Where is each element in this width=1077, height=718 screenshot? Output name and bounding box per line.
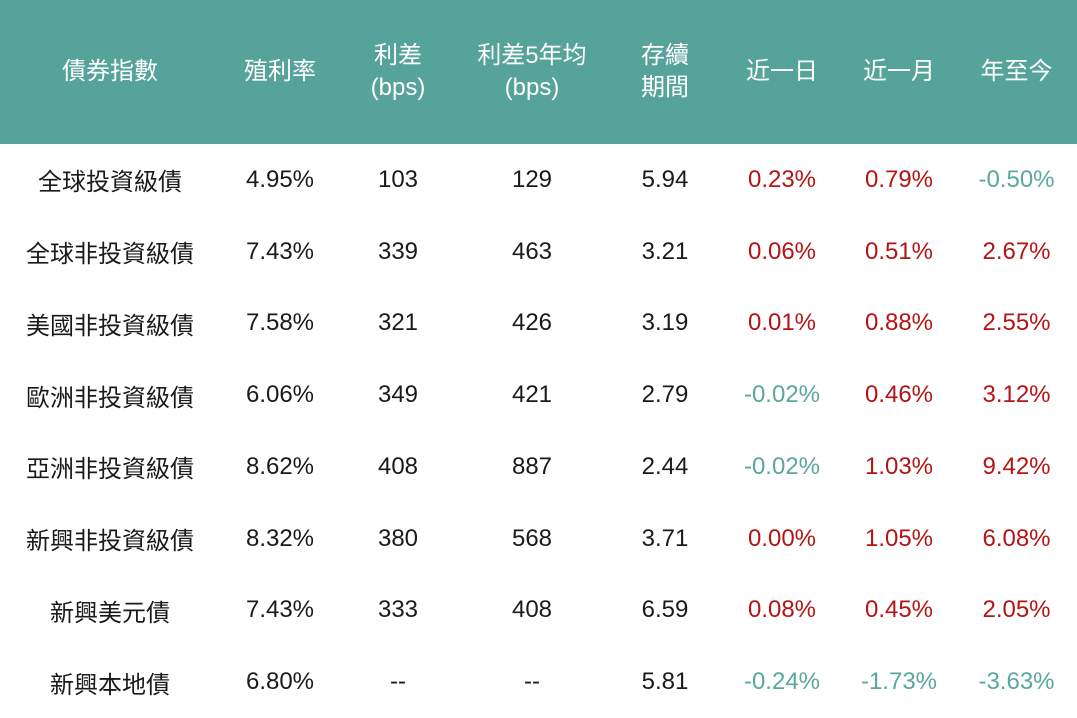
cell-spread-5y: 408 — [511, 596, 553, 624]
cell-1-month-change: 1.03% — [864, 452, 934, 480]
cell-1-month-change: 0.51% — [864, 237, 934, 265]
cell-1-month-change: 0.88% — [864, 309, 934, 337]
cell-duration: 2.79 — [641, 381, 689, 409]
cell-duration: 5.81 — [641, 668, 689, 696]
cell-spread: -- — [390, 668, 406, 696]
cell-ytd-change: 9.42% — [982, 452, 1051, 480]
cell-bond-index: 新興本地債 — [50, 671, 170, 699]
table-header: 債券指數 殖利率 利差 (bps) 利差5年均 (bps) 存續 期間 近一日 近一月… — [0, 0, 1077, 144]
cell-1-month-change: -1.73% — [860, 668, 938, 696]
table-body: 全球投資級債 4.95% 103 129 5.94 0.23% 0.79% -0… — [0, 144, 1077, 718]
cell-1-day-change: 0.08% — [747, 596, 817, 624]
cell-1-day-change: -0.02% — [743, 381, 821, 409]
cell-duration: 3.21 — [641, 237, 689, 265]
cell-yield: 4.95% — [245, 165, 315, 193]
table-row: 亞洲非投資級債 8.62% 408 887 2.44 -0.02% 1.03% … — [0, 431, 1077, 503]
cell-spread: 103 — [377, 165, 419, 193]
header-bond-index: 債券指數 — [0, 0, 220, 144]
table-row: 新興本地債 6.80% -- -- 5.81 -0.24% -1.73% -3.… — [0, 646, 1077, 718]
cell-1-day-change: 0.01% — [747, 309, 817, 337]
cell-ytd-change: 3.12% — [982, 381, 1051, 409]
cell-bond-index: 全球投資級債 — [38, 169, 182, 197]
cell-yield: 7.58% — [245, 309, 315, 337]
cell-duration: 6.59 — [641, 596, 689, 624]
header-ytd: 年至今 — [956, 0, 1077, 144]
cell-ytd-change: -3.63% — [978, 668, 1055, 696]
cell-spread: 333 — [377, 596, 419, 624]
table-row: 全球投資級債 4.95% 103 129 5.94 0.23% 0.79% -0… — [0, 144, 1077, 216]
table-row: 歐洲非投資級債 6.06% 349 421 2.79 -0.02% 0.46% … — [0, 359, 1077, 431]
cell-1-day-change: 0.23% — [747, 165, 817, 193]
cell-bond-index: 歐洲非投資級債 — [26, 384, 194, 412]
table-row: 美國非投資級債 7.58% 321 426 3.19 0.01% 0.88% 2… — [0, 288, 1077, 360]
cell-ytd-change: 2.05% — [982, 596, 1051, 624]
cell-ytd-change: 2.55% — [982, 309, 1051, 337]
cell-bond-index: 新興非投資級債 — [26, 528, 194, 556]
cell-1-day-change: 0.06% — [747, 237, 817, 265]
header-row: 債券指數 殖利率 利差 (bps) 利差5年均 (bps) 存續 期間 近一日 近一月… — [0, 0, 1077, 144]
cell-spread: 408 — [377, 452, 419, 480]
cell-1-month-change: 0.46% — [864, 381, 934, 409]
cell-spread: 349 — [377, 381, 419, 409]
cell-1-month-change: 0.79% — [864, 165, 934, 193]
header-1-month: 近一月 — [842, 0, 956, 144]
table-row: 新興非投資級債 8.32% 380 568 3.71 0.00% 1.05% 6… — [0, 503, 1077, 575]
cell-yield: 7.43% — [245, 237, 315, 265]
cell-spread: 339 — [377, 237, 419, 265]
cell-ytd-change: -0.50% — [978, 165, 1055, 193]
cell-bond-index: 全球非投資級債 — [26, 241, 194, 269]
cell-spread-5y: 568 — [511, 524, 553, 552]
cell-spread-5y: 421 — [511, 381, 553, 409]
cell-spread-5y: 426 — [511, 309, 553, 337]
table-row: 全球非投資級債 7.43% 339 463 3.21 0.06% 0.51% 2… — [0, 216, 1077, 288]
cell-spread-5y: 463 — [511, 237, 553, 265]
cell-duration: 5.94 — [641, 165, 689, 193]
cell-spread: 321 — [377, 309, 419, 337]
cell-yield: 7.43% — [245, 596, 315, 624]
cell-spread-5y: 887 — [511, 452, 553, 480]
cell-ytd-change: 2.67% — [982, 237, 1051, 265]
cell-yield: 6.06% — [245, 381, 315, 409]
header-yield: 殖利率 — [220, 0, 340, 144]
cell-spread-5y: 129 — [511, 165, 553, 193]
cell-bond-index: 新興美元債 — [50, 599, 170, 627]
cell-1-month-change: 1.05% — [864, 524, 934, 552]
cell-yield: 8.62% — [245, 452, 315, 480]
table-row: 新興美元債 7.43% 333 408 6.59 0.08% 0.45% 2.0… — [0, 575, 1077, 647]
cell-yield: 6.80% — [245, 668, 315, 696]
cell-spread: 380 — [377, 524, 419, 552]
cell-bond-index: 亞洲非投資級債 — [26, 456, 194, 484]
cell-duration: 3.71 — [641, 524, 689, 552]
cell-1-day-change: 0.00% — [747, 524, 817, 552]
header-duration: 存續 期間 — [608, 0, 722, 144]
cell-1-day-change: -0.02% — [743, 452, 821, 480]
header-1-day: 近一日 — [722, 0, 842, 144]
cell-bond-index: 美國非投資級債 — [26, 312, 194, 340]
cell-ytd-change: 6.08% — [982, 524, 1051, 552]
cell-yield: 8.32% — [245, 524, 315, 552]
header-spread-bps: 利差 (bps) — [340, 0, 456, 144]
header-spread-5y-avg-bps: 利差5年均 (bps) — [456, 0, 608, 144]
cell-spread-5y: -- — [524, 668, 540, 696]
cell-duration: 3.19 — [641, 309, 689, 337]
cell-1-month-change: 0.45% — [864, 596, 934, 624]
cell-1-day-change: -0.24% — [743, 668, 821, 696]
cell-duration: 2.44 — [641, 452, 689, 480]
